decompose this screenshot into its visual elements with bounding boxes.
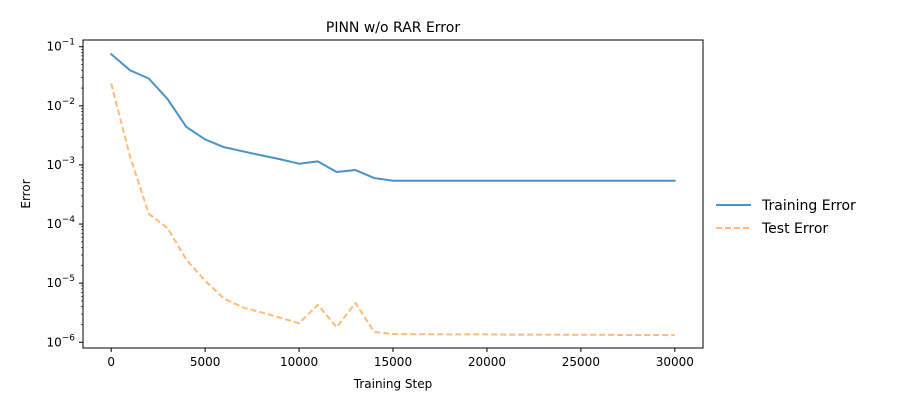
- y-tick-exponent: −3: [62, 156, 75, 166]
- y-tick-base: 10: [46, 276, 61, 290]
- x-tick-label: 0: [107, 355, 115, 369]
- y-tick-base: 10: [46, 217, 61, 231]
- x-tick-label: 25000: [562, 355, 600, 369]
- y-tick-label: 10−5: [46, 274, 75, 290]
- y-tick-base: 10: [46, 158, 61, 172]
- x-axis-label: Training Step: [353, 377, 433, 391]
- y-tick-exponent: −2: [62, 97, 75, 107]
- x-tick-label: 10000: [280, 355, 318, 369]
- y-tick-exponent: −5: [62, 274, 75, 284]
- y-tick-label: 10−3: [46, 156, 75, 172]
- y-tick-label: 10−4: [46, 215, 75, 231]
- y-tick-base: 10: [46, 335, 61, 349]
- y-tick-label: 10−2: [46, 97, 75, 113]
- chart-title: PINN w/o RAR Error: [326, 20, 460, 36]
- y-tick-base: 10: [46, 40, 61, 54]
- legend-label-1: Test Error: [761, 221, 828, 237]
- y-tick-label: 10−1: [46, 38, 75, 54]
- x-tick-label: 15000: [374, 355, 412, 369]
- series-line-0: [110, 53, 676, 182]
- legend-label-0: Training Error: [761, 198, 856, 214]
- x-tick-label: 20000: [468, 355, 506, 369]
- x-tick-label: 30000: [656, 355, 694, 369]
- legend: Training Error Test Error: [716, 198, 856, 237]
- x-tick-label: 5000: [190, 355, 221, 369]
- y-tick-label: 10−6: [46, 333, 75, 349]
- y-axis: 10−110−210−310−410−510−6: [46, 38, 83, 349]
- y-tick-exponent: −4: [62, 215, 76, 225]
- y-axis-label: Error: [19, 179, 33, 208]
- series-layer: [110, 53, 676, 337]
- y-tick-base: 10: [46, 99, 61, 113]
- y-tick-exponent: −6: [62, 333, 76, 343]
- x-axis: 0 5000 10000 15000 20000 25000 30000: [107, 348, 694, 369]
- y-tick-exponent: −1: [62, 38, 75, 48]
- series-line-1: [110, 83, 675, 337]
- plot-frame: [82, 39, 704, 349]
